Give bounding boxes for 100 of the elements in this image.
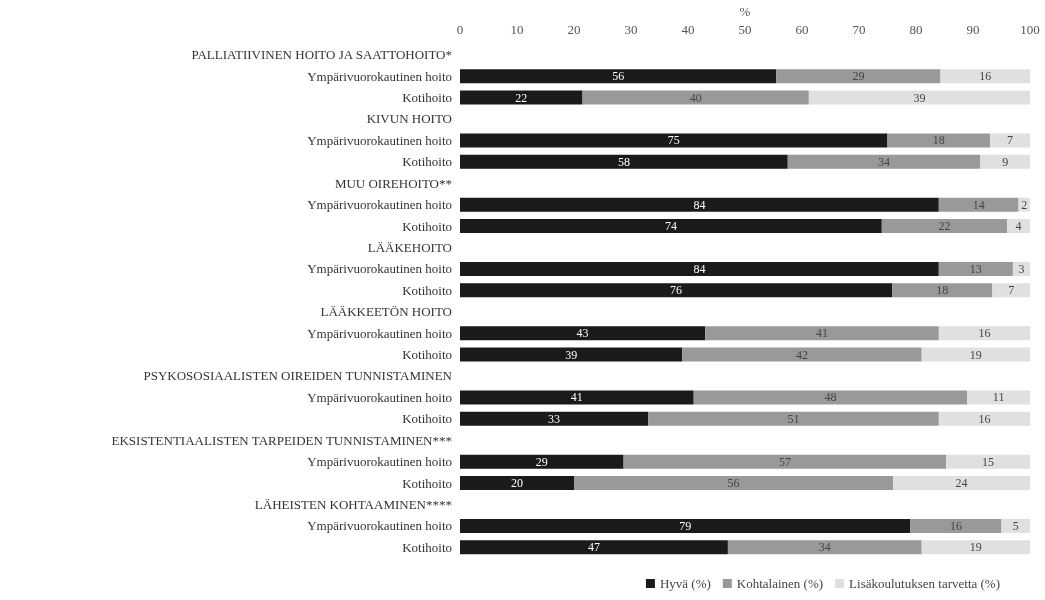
data-label: 42 (796, 347, 808, 362)
y-tick-label: Ympärivuorokautinen hoito (307, 325, 452, 341)
data-label: 48 (824, 390, 837, 405)
data-label: 9 (1002, 154, 1009, 169)
bar (938, 326, 1030, 341)
bar (460, 90, 583, 105)
y-tick-label: Ympärivuorokautinen hoito (307, 518, 452, 534)
y-tick-label: Kotihoito (402, 90, 452, 106)
data-label: 39 (913, 90, 926, 105)
bar (574, 476, 894, 491)
data-label: 7 (1008, 283, 1015, 298)
y-tick-label: Ympärivuorokautinen hoito (307, 261, 452, 277)
x-tick-label: 10 (510, 22, 524, 37)
x-tick-label: 50 (738, 22, 752, 37)
bar (921, 540, 1030, 555)
data-label: 18 (932, 133, 945, 148)
x-axis-title: % (739, 4, 751, 19)
data-label: 3 (1018, 261, 1025, 276)
data-label: 13 (969, 261, 982, 276)
data-label: 33 (548, 411, 561, 426)
data-label: 40 (689, 90, 702, 105)
data-label: 84 (693, 261, 706, 276)
y-tick-label: KIVUN HOITO (366, 111, 452, 127)
bar (1007, 219, 1030, 234)
bar (727, 540, 922, 555)
bar (980, 154, 1030, 169)
bar (460, 454, 624, 469)
data-label: 22 (515, 90, 528, 105)
bar (921, 347, 1030, 362)
y-tick-label: Kotihoito (402, 475, 452, 491)
x-tick-label: 60 (795, 22, 809, 37)
data-label: 5 (1012, 518, 1019, 533)
bar (460, 69, 777, 84)
bar (1001, 518, 1030, 533)
y-tick-label: Kotihoito (402, 218, 452, 234)
y-tick-label: EKSISTENTIAALISTEN TARPEIDEN TUNNISTAMINEN*** (111, 432, 452, 448)
data-label: 14 (972, 197, 985, 212)
bar (460, 411, 649, 426)
bar (705, 326, 939, 341)
data-label: 22 (938, 219, 951, 234)
x-tick-label: 40 (681, 22, 695, 37)
bar (682, 347, 922, 362)
data-label: 29 (852, 69, 865, 84)
x-tick-label: 30 (624, 22, 638, 37)
data-label: 16 (949, 518, 962, 533)
data-label: 84 (693, 197, 706, 212)
y-tick-label: Ympärivuorokautinen hoito (307, 132, 452, 148)
data-label: 16 (978, 326, 991, 341)
bar (460, 390, 694, 405)
data-label: 16 (978, 411, 991, 426)
bar (892, 283, 993, 298)
data-label: 75 (667, 133, 680, 148)
legend-label: Hyvä (%) (659, 576, 711, 591)
bar (776, 69, 941, 84)
data-label: 51 (787, 411, 800, 426)
bar (940, 69, 1030, 84)
bar (460, 154, 788, 169)
bar (887, 133, 991, 148)
y-tick-label: Ympärivuorokautinen hoito (307, 454, 452, 470)
data-label: 20 (511, 476, 523, 491)
bar (460, 476, 574, 491)
data-label: 56 (612, 69, 625, 84)
bar (910, 518, 1002, 533)
y-tick-label: Kotihoito (402, 347, 452, 363)
y-tick-label: LÄÄKKEETÖN HOITO (320, 304, 452, 320)
data-label: 4 (1015, 219, 1022, 234)
data-label: 29 (535, 454, 548, 469)
y-tick-label: Ympärivuorokautinen hoito (307, 68, 452, 84)
data-label: 41 (815, 326, 828, 341)
bar (582, 90, 809, 105)
bar (893, 476, 1030, 491)
bar (460, 261, 939, 276)
bar (881, 219, 1008, 234)
bar (808, 90, 1030, 105)
data-label: 11 (992, 390, 1005, 405)
bar (946, 454, 1030, 469)
y-tick-label: Kotihoito (402, 154, 452, 170)
data-label: 34 (818, 540, 831, 555)
y-tick-label: LÄHEISTEN KOHTAAMINEN**** (254, 496, 452, 512)
bar (990, 133, 1030, 148)
y-tick-label: MUU OIREHOITO** (334, 175, 452, 191)
y-tick-label: PALLIATIIVINEN HOITO JA SAATTOHOITO* (191, 47, 452, 63)
bar (992, 283, 1030, 298)
bar (693, 390, 968, 405)
x-tick-label: 80 (909, 22, 923, 37)
data-label: 7 (1007, 133, 1014, 148)
bar (623, 454, 947, 469)
y-tick-label: Ympärivuorokautinen hoito (307, 197, 452, 213)
x-tick-label: 90 (966, 22, 980, 37)
x-tick-label: 0 (456, 22, 464, 37)
data-label: 47 (587, 540, 600, 555)
bar (460, 133, 888, 148)
y-tick-label: Kotihoito (402, 411, 452, 427)
y-tick-label: LÄÄKEHOITO (367, 239, 452, 255)
y-tick-label: Kotihoito (402, 282, 452, 298)
x-tick-label: 100 (1020, 22, 1040, 37)
data-label: 2 (1021, 197, 1028, 212)
data-label: 15 (982, 454, 995, 469)
data-label: 76 (670, 283, 683, 298)
data-label: 34 (878, 154, 891, 169)
